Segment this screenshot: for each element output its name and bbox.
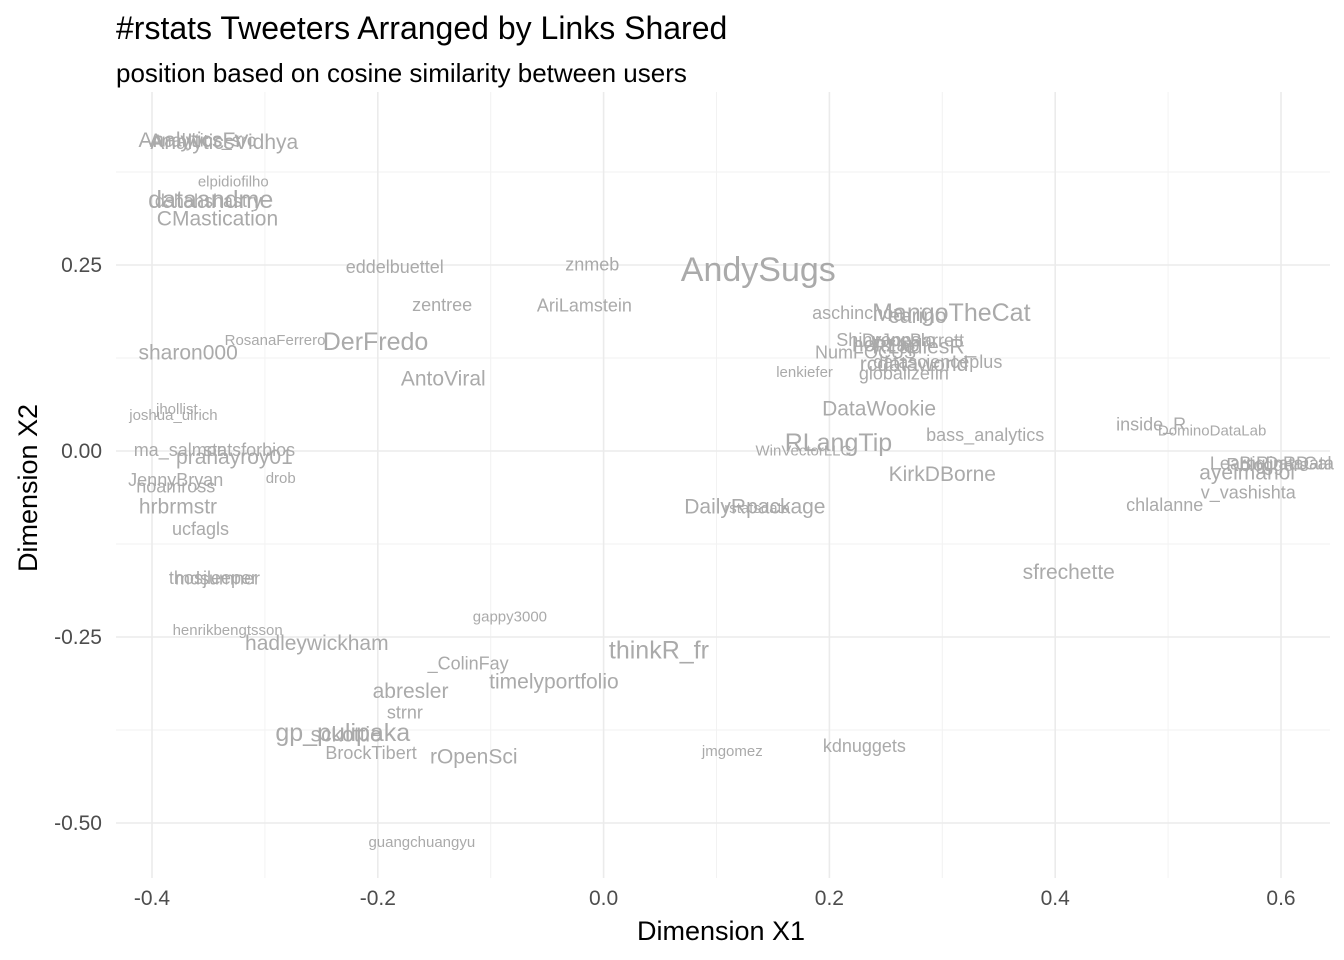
point-label: WinVectorLLC [755, 443, 851, 460]
x-tick-label: -0.2 [360, 887, 396, 910]
y-tick-label: -0.25 [54, 626, 102, 649]
point-label: drob [266, 470, 296, 487]
point-label: noamross [136, 476, 215, 496]
point-label: gp_pulipaka [275, 719, 410, 747]
point-label: MangoTheCat [872, 299, 1030, 327]
point-label: henrikbengtsson [173, 622, 283, 639]
point-label: ucfagls [172, 519, 229, 539]
point-label: jhollist [155, 401, 199, 418]
point-label: AnalyticsFr [138, 129, 242, 152]
point-label: timelyportfolio [489, 670, 619, 693]
point-label: thinkR_fr [609, 637, 709, 665]
point-label: hadleywickham [245, 632, 389, 655]
point-label: jmgomez [701, 743, 763, 760]
point-label: _ColinFay [427, 654, 509, 675]
point-label: rcdataworld [860, 353, 969, 376]
point-label: NumFOCUS [815, 343, 916, 363]
point-label: earino [888, 305, 946, 328]
point-label: sharon000 [139, 342, 238, 365]
y-tick-label: 0.00 [61, 440, 102, 463]
point-label: inside_R [1116, 415, 1186, 436]
point-label: rstatsdata [724, 500, 791, 517]
point-label: DrJoeBarrett [862, 331, 964, 351]
point-label: globalizefin [859, 363, 949, 383]
point-label: BrockTibert [325, 743, 416, 763]
y-axis-label: Dimension X2 [13, 404, 43, 572]
chart-subtitle: position based on cosine similarity betw… [116, 58, 687, 88]
point-label: znmeb [565, 255, 619, 275]
point-label: thosjleeper [169, 568, 257, 588]
point-label: sfrechette [1023, 561, 1115, 584]
point-label: chlalanne [1126, 495, 1203, 515]
point-label: dshahshastry [155, 191, 262, 211]
x-axis-label: Dimension X1 [637, 916, 805, 946]
point-label: RLadiesR_ [872, 336, 976, 359]
point-label: BigDataGal [1239, 453, 1331, 473]
point-label: AndySugs [681, 251, 836, 289]
x-tick-label: -0.4 [134, 887, 171, 910]
point-label: guangchuangyu [368, 834, 475, 851]
point-label: DataWookie [822, 397, 936, 420]
point-label: RosanaFerrero [225, 332, 326, 349]
x-tick-label: 0.6 [1266, 887, 1295, 910]
point-label: eddelbuettel [346, 257, 444, 277]
data-labels: AnalyticsFrAnalyticsVidhyaAnalytics_srce… [128, 129, 1335, 851]
point-label: sckottie [311, 723, 382, 746]
point-label: elpidiofilho [198, 173, 269, 190]
point-label: pranayroy01 [176, 446, 293, 469]
point-label: joshua_ulrich [128, 407, 217, 424]
point-label: aschinchon [812, 303, 903, 323]
point-label: Rbloggers [1226, 455, 1308, 475]
point-label: hoitzap [852, 333, 920, 356]
point-label: AnalyticsVidhya [150, 131, 298, 154]
point-label: AntoViral [401, 368, 486, 391]
point-label: bass_analytics [926, 425, 1044, 446]
point-label: hrbrmstr [139, 496, 217, 519]
point-label: CMastication [157, 208, 278, 231]
point-label: zentree [412, 295, 472, 315]
grid-lines [116, 92, 1330, 878]
point-label: ma_salmon [134, 440, 227, 461]
y-tick-label: 0.25 [61, 254, 102, 277]
point-label: ShinyappsIo [836, 330, 935, 350]
y-axis-ticks: -0.50 -0.25 0.00 0.25 [54, 254, 102, 835]
point-label: ayeimanol [1199, 461, 1295, 484]
point-label: rOpenSci [430, 746, 518, 769]
point-label: v_vashishta [1201, 482, 1297, 503]
point-label: JennyBryan [128, 470, 223, 490]
point-label: DerFredo [323, 328, 429, 356]
point-label: DominoDataLab [1158, 423, 1266, 440]
point-label: abresler [373, 680, 449, 703]
x-tick-label: 0.0 [589, 887, 618, 910]
point-label: mdsumner [175, 569, 260, 589]
point-label: statsforbios [203, 440, 295, 460]
point-label: KirkDBorne [889, 463, 996, 486]
x-tick-label: 0.4 [1041, 887, 1071, 910]
point-label: strnr [387, 703, 423, 723]
point-label: datascienceplus [873, 352, 1002, 372]
point-label: RLangTip [785, 429, 892, 457]
x-tick-label: 0.2 [815, 887, 844, 910]
y-tick-label: -0.50 [54, 812, 102, 835]
point-label: DailyRpackage [684, 496, 825, 519]
point-label: kdnuggets [823, 736, 906, 756]
point-label: Analytics_src [150, 130, 256, 151]
chart-title: #rstats Tweeters Arranged by Links Share… [116, 10, 728, 46]
point-label: AriLamstein [537, 296, 632, 316]
x-axis-ticks: -0.4 -0.2 0.0 0.2 0.4 0.6 [134, 887, 1296, 910]
point-label: lenkiefer [776, 364, 833, 381]
point-label: LearnRinRData [1210, 453, 1335, 473]
point-label: gappy3000 [473, 609, 547, 626]
point-label: dataandme [148, 186, 273, 214]
